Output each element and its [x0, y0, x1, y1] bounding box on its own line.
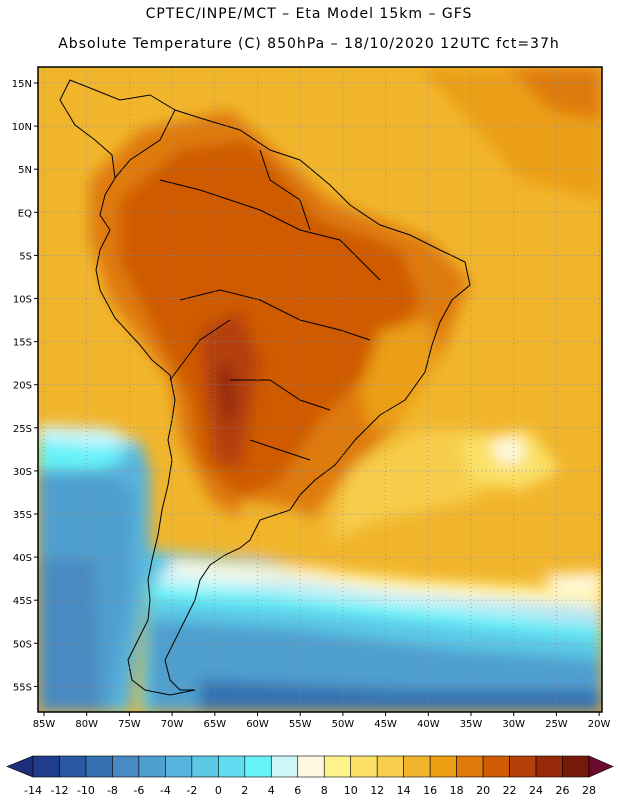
coastlines [59, 79, 471, 696]
lat-label: 50S [13, 639, 32, 650]
lon-label: 60W [246, 719, 269, 730]
colorbar-swatch [297, 755, 325, 778]
lat-label: 15S [13, 338, 32, 349]
colorbar-label: -10 [77, 784, 95, 797]
colorbar-swatch [350, 755, 378, 778]
lat-label: 55S [13, 682, 32, 693]
lat-label: 15N [12, 79, 32, 90]
lon-label: 75W [118, 719, 141, 730]
lon-label: 50W [332, 719, 355, 730]
lat-label: 10S [13, 295, 32, 306]
colorbar-label: 26 [556, 784, 570, 797]
latitude-axis: 15N 10N 5N EQ 5S 10S 15S 20S 25S 30S 35S 40S 45S 50S 5… [12, 79, 38, 693]
colorbar-high-arrow [588, 755, 614, 778]
colorbar-swatch [138, 755, 166, 778]
colorbar-label: 2 [241, 784, 248, 797]
colorbar-label: -6 [133, 784, 144, 797]
colorbar-label: 6 [294, 784, 301, 797]
lat-label: 25S [13, 424, 32, 435]
colorbar-label: 16 [423, 784, 437, 797]
lat-label: 35S [13, 510, 32, 521]
colorbar-swatch [429, 755, 457, 778]
lon-label: 40W [417, 719, 440, 730]
colorbar-label: -4 [160, 784, 171, 797]
lon-label: 35W [460, 719, 483, 730]
colorbar-label: 18 [450, 784, 464, 797]
colorbar-label: 10 [344, 784, 358, 797]
colorbar-label: 28 [582, 784, 596, 797]
lat-label: 45S [13, 596, 32, 607]
colorbar [6, 755, 614, 778]
colorbar-swatch [32, 755, 60, 778]
colorbar-swatch [270, 755, 299, 778]
colorbar-swatch [244, 755, 272, 778]
lon-label: 65W [203, 719, 226, 730]
lon-label: 80W [75, 719, 98, 730]
colorbar-swatch [165, 755, 193, 778]
colorbar-label: 8 [321, 784, 328, 797]
colorbar-low-arrow [6, 755, 34, 778]
map-frame [37, 66, 603, 713]
lat-label: 30S [13, 467, 32, 478]
colorbar-swatch [376, 755, 404, 778]
lat-label: 5N [18, 165, 32, 176]
colorbar-label: 0 [215, 784, 222, 797]
colorbar-swatch [403, 755, 431, 778]
temperature-field [38, 67, 602, 712]
colorbar-swatch [535, 755, 563, 778]
lon-label: 45W [374, 719, 397, 730]
lat-label: 10N [12, 122, 32, 133]
colorbar-label: -14 [24, 784, 42, 797]
colorbar-swatch [562, 755, 590, 778]
lat-label: 5S [19, 251, 32, 262]
colorbar-swatch [509, 755, 537, 778]
colorbar-label: 12 [370, 784, 384, 797]
colorbar-swatch [218, 755, 246, 778]
colorbar-label: -8 [107, 784, 118, 797]
colorbar-swatch [112, 755, 140, 778]
lon-label: 25W [545, 719, 568, 730]
colorbar-labels: -14 -12 -10 -8 -6 -4 -2 0 2 4 6 8 10 12 14 16 18 20 22 24 26… [24, 784, 596, 797]
lat-label: 20S [13, 381, 32, 392]
colorbar-swatch [191, 755, 219, 778]
lon-label: 30W [502, 719, 525, 730]
colorbar-swatch [456, 755, 484, 778]
colorbar-label: -2 [186, 784, 197, 797]
colorbar-label: 20 [476, 784, 490, 797]
colorbar-label: 22 [503, 784, 517, 797]
colorbar-label: 24 [529, 784, 543, 797]
colorbar-swatch [59, 755, 87, 778]
colorbar-label: 4 [268, 784, 275, 797]
lon-label: 55W [289, 719, 312, 730]
lon-label: 85W [33, 719, 56, 730]
lat-label: 40S [13, 553, 32, 564]
lon-label: 20W [588, 719, 611, 730]
colorbar-swatch [85, 755, 113, 778]
title-line-1: CPTEC/INPE/MCT – Eta Model 15km – GFS [145, 6, 473, 22]
lat-label: EQ [18, 208, 32, 219]
longitude-axis: 85W 80W 75W 70W 65W 60W 55W 50W 45W 40W 35W 30W 25W 2… [33, 712, 611, 730]
lon-label: 70W [161, 719, 184, 730]
colorbar-label: 14 [397, 784, 411, 797]
colorbar-swatch [323, 755, 352, 778]
colorbar-swatch [482, 755, 510, 778]
colorbar-label: -12 [50, 784, 68, 797]
title-line-2: Absolute Temperature (C) 850hPa – 18/10/… [58, 36, 560, 52]
